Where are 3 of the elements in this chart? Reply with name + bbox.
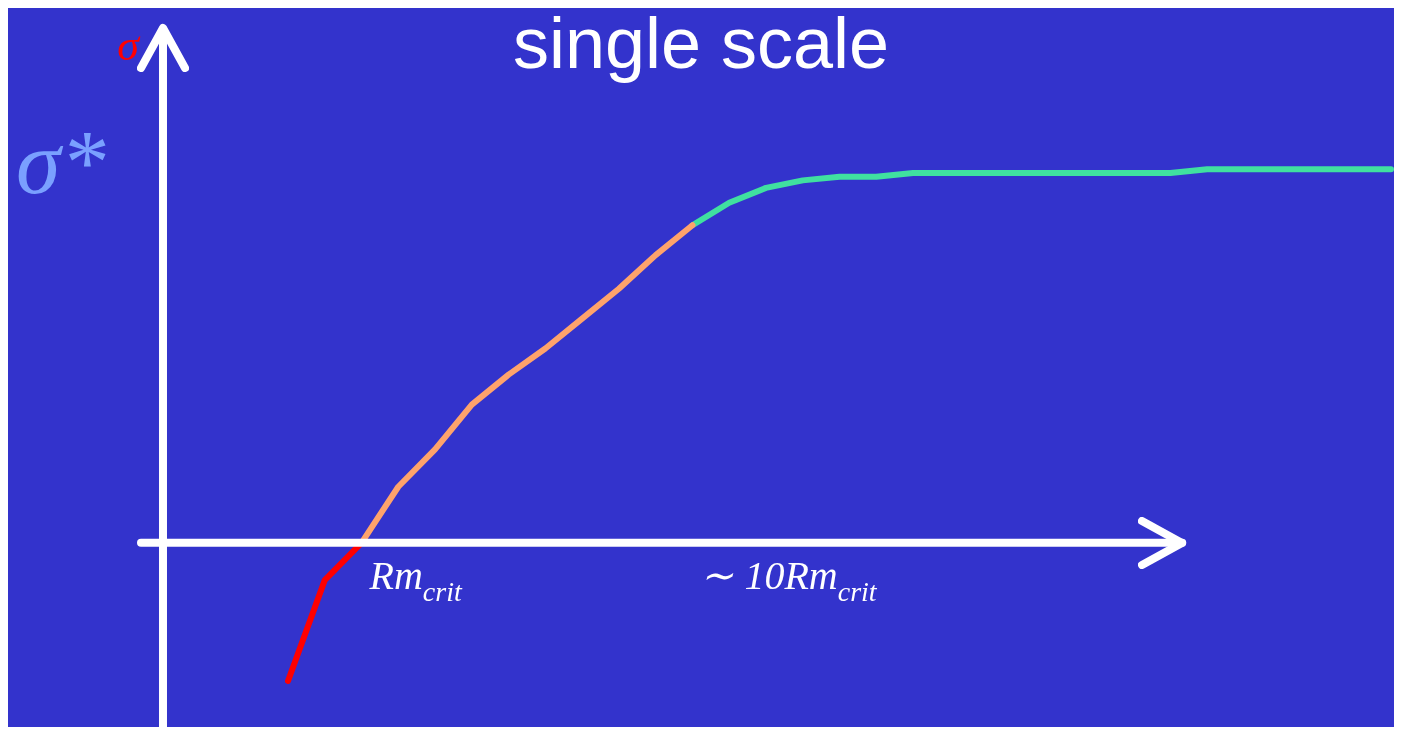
- y-axis-title: σ: [117, 21, 142, 70]
- chart-title: single scale: [512, 2, 890, 83]
- text: σ*: [16, 112, 106, 212]
